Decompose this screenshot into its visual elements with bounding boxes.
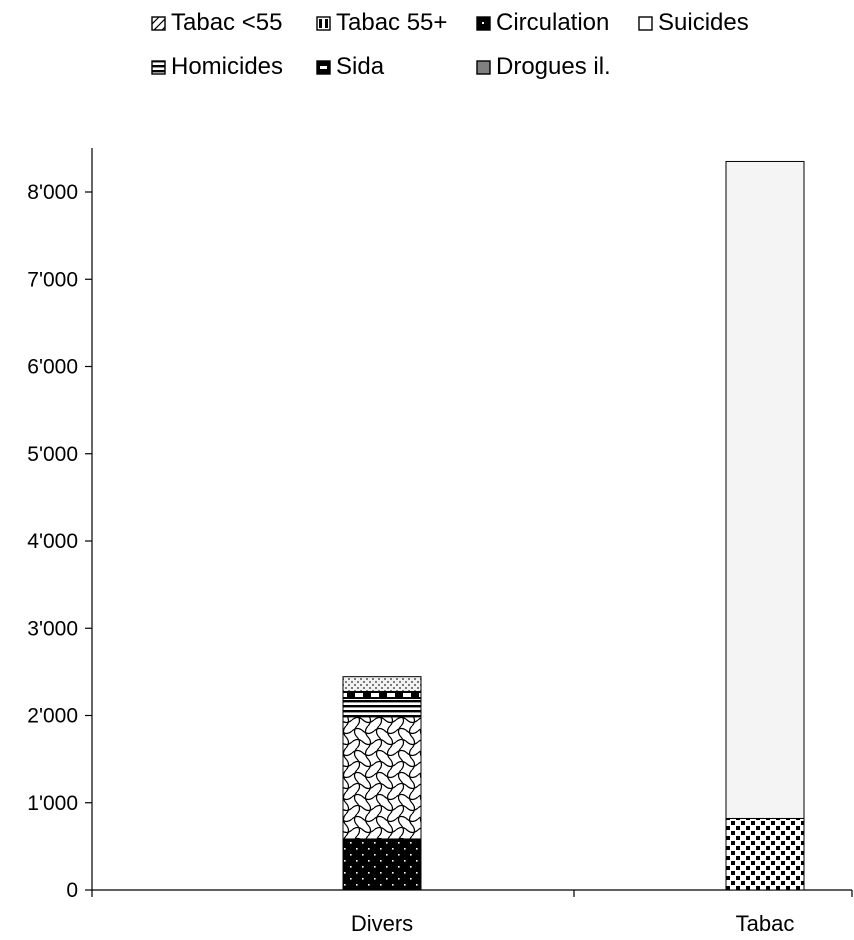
legend-swatch (151, 60, 166, 75)
legend-label: Homicides (171, 53, 283, 80)
legend-item: Drogues il. (476, 53, 611, 80)
chart-bars (342, 160, 805, 891)
legend-item: Circulation (476, 9, 609, 36)
legend-item: Sida (316, 53, 385, 80)
legend-item: Tabac 55+ (316, 9, 447, 36)
bar-segment-circulation-divers (342, 838, 422, 891)
y-tick-label: 2'000 (27, 705, 78, 728)
chart-legend: Tabac <55 Tabac 55+ Circulation Suicides Hom… (151, 9, 749, 80)
legend-item: Homicides (151, 53, 283, 80)
bar-segment-suicides-divers (342, 716, 422, 840)
bar-segment-tabac-55-tabac (725, 817, 805, 891)
legend-swatch (151, 16, 166, 31)
y-tick-label: 0 (66, 879, 78, 902)
legend-label: Circulation (496, 9, 609, 36)
legend-item: Suicides (638, 9, 749, 36)
legend-swatch (316, 16, 331, 31)
bar-segment-homicides-divers (342, 697, 422, 718)
legend-swatch-mark (325, 19, 328, 28)
legend-swatch-mark (482, 22, 484, 24)
y-tick-label: 7'000 (27, 268, 78, 291)
legend-label: Tabac 55+ (336, 9, 447, 36)
bar-segment-sida-divers (342, 691, 422, 699)
legend-label: Drogues il. (496, 53, 611, 80)
y-tick-label: 3'000 (27, 617, 78, 640)
legend-label: Tabac <55 (171, 9, 282, 36)
legend-label: Sida (336, 53, 385, 80)
legend-swatch-mark (319, 19, 322, 28)
legend-swatch-mark (320, 66, 327, 69)
bar-segment-tabac-55-tabac (725, 160, 805, 819)
legend-item: Tabac <55 (151, 9, 282, 36)
y-tick-label: 8'000 (27, 181, 78, 204)
y-tick-label: 6'000 (27, 356, 78, 379)
legend-swatch (638, 16, 653, 31)
y-tick-label: 4'000 (27, 530, 78, 553)
y-tick-label: 1'000 (27, 792, 78, 815)
x-tick-label: Divers (351, 911, 413, 936)
x-tick-label: Tabac (736, 911, 795, 936)
y-tick-label: 5'000 (27, 443, 78, 466)
legend-label: Suicides (658, 9, 749, 36)
chart-axes: 0 1'000 2'000 3'000 4'000 5'000 6'000 7'000 8'00… (27, 148, 853, 936)
bar-segment-drogues-il-divers (342, 676, 422, 693)
legend-swatch (476, 60, 491, 75)
